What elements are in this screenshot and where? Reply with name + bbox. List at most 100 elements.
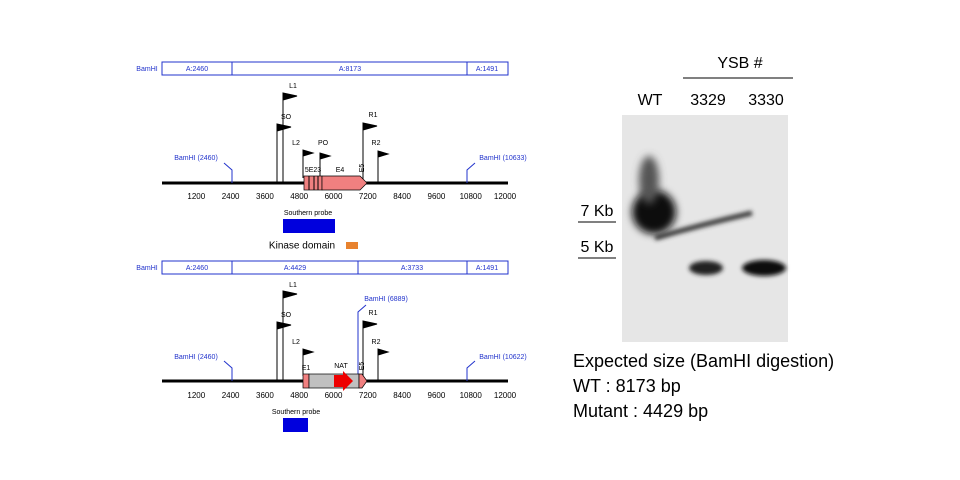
primer-label: R1 xyxy=(369,310,378,317)
primer-flag xyxy=(377,348,390,381)
marker-label: 7 Kb xyxy=(581,203,614,220)
primer-label: L1 xyxy=(289,83,297,90)
probe xyxy=(283,219,335,233)
lane-label: 3330 xyxy=(748,92,784,109)
group-label: YSB # xyxy=(717,55,762,72)
southern-blot: YSB # WT 3329 3330 7 Kb 5 Kb xyxy=(578,55,793,342)
tick-label: 12000 xyxy=(494,391,517,400)
primer-flag xyxy=(319,152,332,178)
axis-ticks: 1200 2400 3600 4800 6000 7200 8400 9600 10800 120… xyxy=(187,391,516,400)
exon xyxy=(303,175,323,191)
lane-label: WT xyxy=(638,92,663,109)
fragment-label: BamHI xyxy=(136,66,157,73)
wild-type-map: BamHI A:2460 A:8173 A:1491 BamHI (2460) … xyxy=(136,61,527,252)
fragment: A:4429 xyxy=(284,265,306,272)
tick-label: 6000 xyxy=(325,391,343,400)
tick-label: 4800 xyxy=(290,192,308,201)
legend-label: Kinase domain xyxy=(269,241,335,252)
fragment: A:8173 xyxy=(339,66,361,73)
primer-flag xyxy=(282,92,298,183)
caption: WT : 8173 bp xyxy=(573,376,681,396)
kinase-swatch xyxy=(346,242,358,249)
site-label: BamHI (10633) xyxy=(479,155,526,162)
smear xyxy=(654,210,753,241)
exon-e5 xyxy=(358,373,368,389)
tick-label: 6000 xyxy=(325,192,343,201)
primer-label: L2 xyxy=(292,140,300,147)
site-marker xyxy=(223,162,233,183)
caption: Mutant : 4429 bp xyxy=(573,401,708,421)
tick-label: 9600 xyxy=(428,391,446,400)
primer-label: SO xyxy=(281,312,292,319)
primer-flag xyxy=(302,348,315,376)
smear xyxy=(639,156,659,204)
site-marker xyxy=(466,360,476,381)
site-label: BamHI (2460) xyxy=(174,155,218,162)
band xyxy=(632,190,676,234)
probe-label: Southern probe xyxy=(272,409,320,416)
primer-flag xyxy=(377,150,390,183)
lane-label: 3329 xyxy=(690,92,726,109)
tick-label: 12000 xyxy=(494,192,517,201)
primer-label: R2 xyxy=(372,140,381,147)
tick-label: 10800 xyxy=(460,391,483,400)
tick-label: 7200 xyxy=(359,391,377,400)
tick-label: 1200 xyxy=(187,192,205,201)
fragment: A:2460 xyxy=(186,66,208,73)
site-label: BamHI (6889) xyxy=(364,296,408,303)
caption: Expected size (BamHI digestion) xyxy=(573,351,834,371)
primer-label: PO xyxy=(318,140,329,147)
fragment: A:2460 xyxy=(186,265,208,272)
marker-label: 5 Kb xyxy=(581,239,614,256)
tick-label: 8400 xyxy=(393,192,411,201)
exon-label: NAT xyxy=(334,363,348,370)
exon-e4 xyxy=(321,175,368,191)
fragment-bar xyxy=(161,260,509,275)
tick-label: 4800 xyxy=(290,391,308,400)
primer-flag xyxy=(276,321,292,381)
tick-label: 3600 xyxy=(256,391,274,400)
axis-ticks: 1200 2400 3600 4800 6000 7200 8400 9600 10800 120… xyxy=(187,192,516,201)
site-label: BamHI (2460) xyxy=(174,354,218,361)
tick-label: 2400 xyxy=(222,192,240,201)
tick-label: 1200 xyxy=(187,391,205,400)
exon-label: E4 xyxy=(336,167,345,174)
primer-label: L2 xyxy=(292,339,300,346)
primer-flag xyxy=(362,320,378,381)
primer-label: L1 xyxy=(289,282,297,289)
primer-label: R2 xyxy=(372,339,381,346)
nat-arrow xyxy=(334,371,353,391)
primer-label: R1 xyxy=(369,112,378,119)
fragment: A:1491 xyxy=(476,265,498,272)
exon-label: E1 xyxy=(302,365,311,372)
exon-e1 xyxy=(302,373,310,389)
exon-label: E5 xyxy=(359,362,366,371)
primer-flag xyxy=(282,290,298,381)
exon-label: E5 xyxy=(359,164,366,173)
band xyxy=(689,261,723,275)
band xyxy=(742,260,786,276)
primers xyxy=(276,92,390,183)
tick-label: 9600 xyxy=(428,192,446,201)
fragment: A:3733 xyxy=(401,265,423,272)
probe xyxy=(283,418,308,432)
tick-label: 8400 xyxy=(393,391,411,400)
primer-flag xyxy=(362,122,378,183)
tick-label: 3600 xyxy=(256,192,274,201)
primer-label: SO xyxy=(281,114,292,121)
tick-label: 7200 xyxy=(359,192,377,201)
probe-label: Southern probe xyxy=(284,210,332,217)
site-marker xyxy=(466,162,476,183)
primer-flag xyxy=(302,149,315,178)
exon-label: 5E23 xyxy=(305,167,321,174)
fragment-bar xyxy=(161,61,509,76)
mutant-map: BamHI A:2460 A:4429 A:3733 A:1491 BamHI … xyxy=(136,260,527,432)
primers xyxy=(276,290,390,381)
fragment-label: BamHI xyxy=(136,265,157,272)
tick-label: 10800 xyxy=(460,192,483,201)
fragment: A:1491 xyxy=(476,66,498,73)
site-marker xyxy=(223,360,233,381)
site-marker xyxy=(357,304,367,381)
